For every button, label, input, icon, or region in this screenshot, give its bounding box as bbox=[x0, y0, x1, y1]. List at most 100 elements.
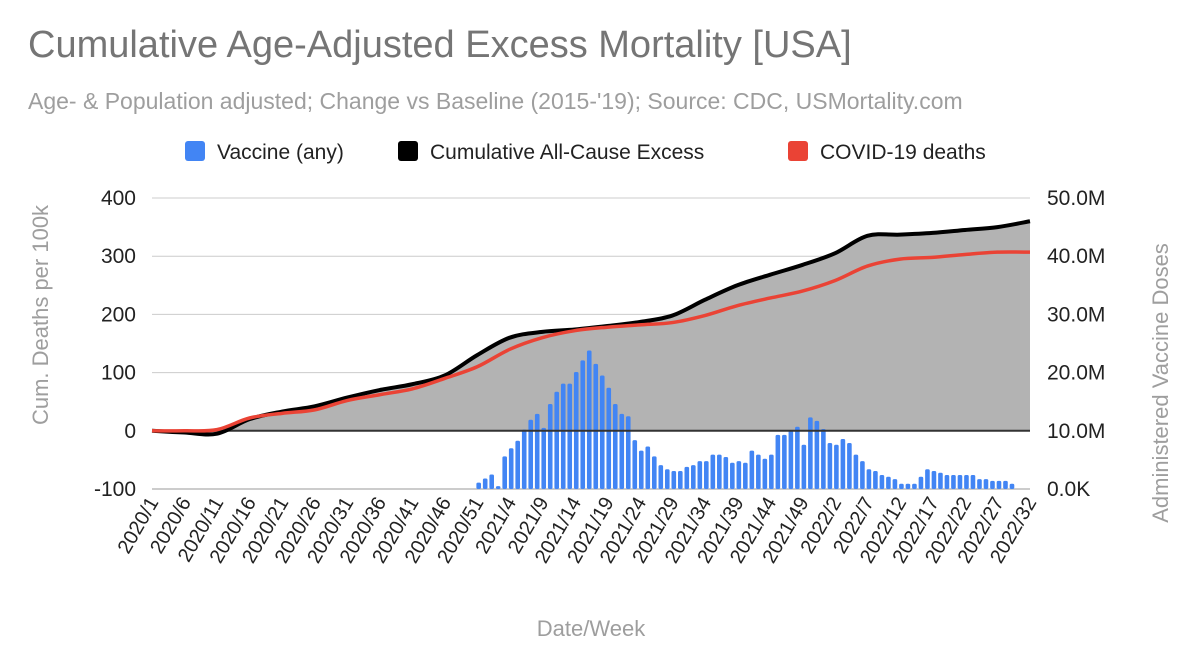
legend-swatch-0 bbox=[185, 141, 205, 161]
y-left-tick-label: 0 bbox=[124, 420, 136, 443]
vaccine-bar bbox=[801, 444, 807, 489]
vaccine-bar bbox=[593, 363, 599, 489]
vaccine-bar bbox=[749, 450, 755, 489]
vaccine-bar bbox=[892, 479, 898, 489]
vaccine-bar bbox=[840, 438, 846, 489]
legend-label-2: COVID-19 deaths bbox=[820, 141, 986, 164]
vaccine-bar bbox=[606, 387, 612, 489]
chart-subtitle: Age- & Population adjusted; Change vs Ba… bbox=[28, 88, 963, 114]
vaccine-bar bbox=[873, 470, 878, 489]
vaccine-bar bbox=[983, 479, 989, 489]
vaccine-bar bbox=[1003, 480, 1008, 489]
vaccine-bar bbox=[925, 469, 930, 489]
vaccine-bar bbox=[964, 475, 969, 489]
vaccine-bar bbox=[638, 450, 644, 489]
y-left-tick-label: 300 bbox=[101, 245, 136, 268]
vaccine-bar bbox=[879, 475, 885, 489]
vaccine-bar bbox=[853, 454, 859, 489]
vaccine-bar bbox=[560, 383, 566, 489]
vaccine-bar bbox=[612, 404, 618, 489]
vaccine-bar bbox=[684, 466, 690, 489]
vaccine-bar bbox=[697, 461, 703, 489]
vaccine-bar bbox=[528, 419, 534, 489]
vaccine-bar bbox=[678, 470, 683, 489]
y-axis-left-title: Cum. Deaths per 100k bbox=[28, 204, 53, 425]
vaccine-bar bbox=[541, 427, 547, 489]
vaccine-bar bbox=[495, 486, 501, 489]
vaccine-bar bbox=[847, 443, 852, 489]
y-right-tick-label: 20.0M bbox=[1047, 362, 1105, 385]
vaccine-bar bbox=[795, 426, 800, 489]
vaccine-bar bbox=[547, 404, 553, 489]
y-right-tick-label: 30.0M bbox=[1047, 303, 1105, 326]
x-axis-title: Date/Week bbox=[537, 616, 646, 641]
y-right-tick-label: 0.0K bbox=[1047, 478, 1090, 501]
vaccine-bar bbox=[769, 454, 774, 489]
chart-title: Cumulative Age-Adjusted Excess Mortality… bbox=[28, 24, 852, 66]
vaccine-bar bbox=[756, 454, 761, 489]
legend-swatch-1 bbox=[398, 141, 418, 161]
vaccine-bar bbox=[866, 469, 872, 489]
legend-label-1: Cumulative All-Cause Excess bbox=[430, 141, 704, 164]
vaccine-bar bbox=[834, 444, 839, 489]
vaccine-bar bbox=[619, 413, 625, 489]
vaccine-bar bbox=[918, 476, 924, 489]
vaccine-bar bbox=[827, 443, 833, 489]
vaccine-bar bbox=[723, 456, 729, 489]
vaccine-bar bbox=[502, 456, 507, 489]
vaccine-bar bbox=[977, 479, 982, 489]
vaccine-bar bbox=[951, 475, 956, 489]
vaccine-bar bbox=[515, 440, 521, 489]
vaccine-bar bbox=[990, 480, 995, 489]
y-left-tick-label: -100 bbox=[94, 478, 136, 501]
vaccine-bar bbox=[736, 461, 742, 489]
vaccine-bar bbox=[567, 383, 573, 489]
vaccine-bar bbox=[671, 470, 677, 489]
vaccine-bar bbox=[534, 413, 540, 489]
vaccine-bar bbox=[554, 391, 560, 489]
y-right-tick-label: 10.0M bbox=[1047, 420, 1105, 443]
vaccine-bar bbox=[580, 360, 586, 489]
vaccine-bar bbox=[521, 429, 527, 489]
vaccine-bar bbox=[717, 454, 722, 489]
vaccine-bar bbox=[599, 375, 605, 489]
y-left-tick-label: 200 bbox=[101, 303, 136, 326]
vaccine-bar bbox=[658, 465, 664, 489]
vaccine-bar bbox=[632, 440, 638, 489]
vaccine-bar bbox=[899, 483, 904, 489]
vaccine-bar bbox=[489, 474, 494, 489]
vaccine-bar bbox=[508, 448, 514, 489]
vaccine-bar bbox=[944, 475, 950, 489]
vaccine-bar bbox=[762, 458, 768, 489]
vaccine-bar bbox=[886, 476, 891, 489]
vaccine-bar bbox=[996, 480, 1002, 489]
vaccine-bar bbox=[691, 465, 696, 489]
vaccine-bar bbox=[743, 462, 748, 489]
legend-swatch-2 bbox=[788, 141, 808, 161]
vaccine-bar bbox=[970, 475, 976, 489]
vaccine-bars bbox=[476, 350, 1015, 489]
vaccine-bar bbox=[905, 483, 911, 489]
vaccine-bar bbox=[957, 475, 963, 489]
vaccine-bar bbox=[645, 446, 651, 489]
vaccine-bar bbox=[476, 482, 481, 489]
line-layer bbox=[151, 219, 1031, 437]
vaccine-bar bbox=[860, 461, 865, 489]
vaccine-bar bbox=[931, 470, 937, 489]
covid-deaths-line bbox=[151, 250, 1031, 433]
vaccine-bar bbox=[938, 472, 943, 489]
vaccine-bar bbox=[710, 454, 716, 489]
vaccine-bar bbox=[821, 429, 826, 489]
vaccine-bar bbox=[775, 434, 781, 489]
y-left-tick-label: 400 bbox=[101, 187, 136, 210]
y-right-tick-label: 40.0M bbox=[1047, 245, 1105, 268]
vaccine-bar bbox=[482, 478, 488, 489]
y-axis-right-title: Administered Vaccine Doses bbox=[1148, 243, 1173, 523]
vaccine-bar bbox=[814, 420, 820, 489]
y-left-tick-label: 100 bbox=[101, 362, 136, 385]
y-right-tick-label: 50.0M bbox=[1047, 187, 1105, 210]
vaccine-bar bbox=[912, 483, 917, 489]
vaccine-bar bbox=[664, 469, 670, 489]
vaccine-bar bbox=[586, 350, 592, 489]
